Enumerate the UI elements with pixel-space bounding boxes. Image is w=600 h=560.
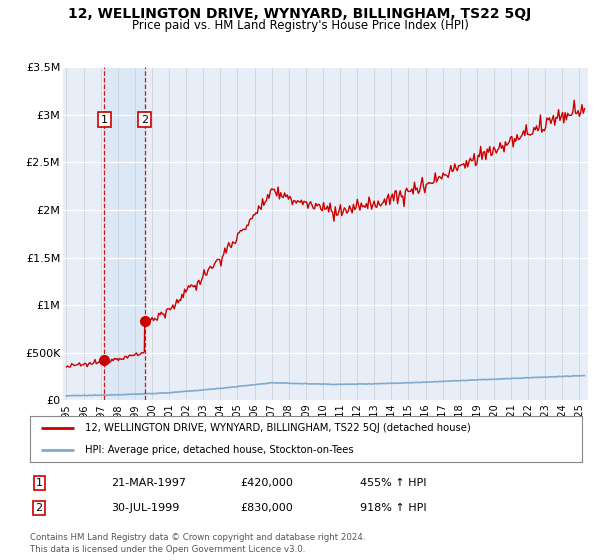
Text: 1: 1	[35, 478, 43, 488]
Bar	[104, 67, 145, 400]
Text: Contains HM Land Registry data © Crown copyright and database right 2024.
This d: Contains HM Land Registry data © Crown c…	[30, 533, 365, 554]
Text: £420,000: £420,000	[240, 478, 293, 488]
Text: 30-JUL-1999: 30-JUL-1999	[111, 503, 179, 513]
Text: 2: 2	[141, 115, 148, 124]
Text: 12, WELLINGTON DRIVE, WYNYARD, BILLINGHAM, TS22 5QJ: 12, WELLINGTON DRIVE, WYNYARD, BILLINGHA…	[68, 7, 532, 21]
Text: HPI: Average price, detached house, Stockton-on-Tees: HPI: Average price, detached house, Stoc…	[85, 445, 354, 455]
Text: 2: 2	[35, 503, 43, 513]
Text: £830,000: £830,000	[240, 503, 293, 513]
Text: 21-MAR-1997: 21-MAR-1997	[111, 478, 186, 488]
Text: 12, WELLINGTON DRIVE, WYNYARD, BILLINGHAM, TS22 5QJ (detached house): 12, WELLINGTON DRIVE, WYNYARD, BILLINGHA…	[85, 423, 471, 433]
Text: 455% ↑ HPI: 455% ↑ HPI	[360, 478, 427, 488]
Text: Price paid vs. HM Land Registry's House Price Index (HPI): Price paid vs. HM Land Registry's House …	[131, 19, 469, 32]
Text: 918% ↑ HPI: 918% ↑ HPI	[360, 503, 427, 513]
Text: 1: 1	[101, 115, 108, 124]
